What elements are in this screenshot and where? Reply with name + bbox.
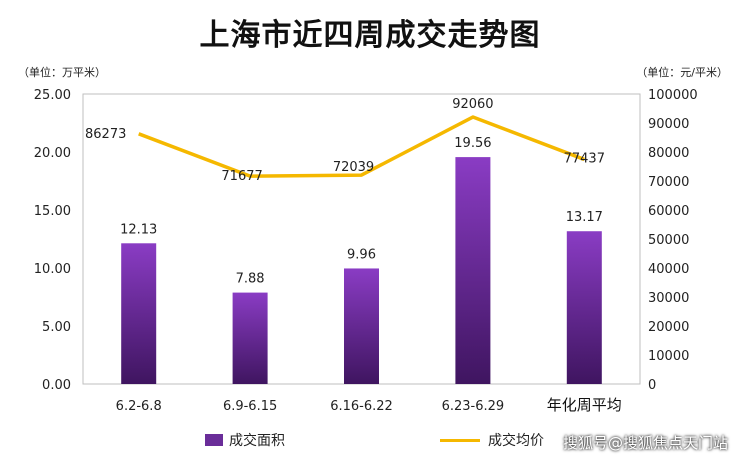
right-tick-label: 70000 (648, 175, 689, 190)
left-tick-label: 25.00 (34, 88, 71, 103)
area-bar (344, 268, 379, 384)
right-tick-label: 30000 (648, 291, 689, 306)
category-label: 6.16-6.22 (330, 399, 393, 414)
right-tick-label: 20000 (648, 320, 689, 335)
left-tick-label: 20.00 (34, 146, 71, 161)
category-label: 6.9-6.15 (223, 399, 277, 414)
area-bar (232, 292, 268, 384)
right-tick-label: 60000 (648, 204, 689, 219)
left-tick-label: 15.00 (34, 204, 71, 219)
area-bar (121, 243, 157, 384)
right-tick-label: 0 (648, 378, 656, 393)
right-tick-label: 80000 (648, 146, 689, 161)
chart-title: 上海市近四周成交走势图 (199, 18, 541, 53)
right-tick-label: 10000 (648, 349, 689, 364)
left-tick-label: 5.00 (42, 320, 71, 335)
legend-price-label: 成交均价 (488, 433, 544, 449)
right-tick-label: 90000 (648, 117, 689, 132)
price-value-label: 71677 (221, 169, 262, 184)
bar-value-label: 19.56 (454, 136, 491, 151)
price-value-label: 92060 (452, 97, 493, 112)
right-tick-label: 100000 (648, 88, 698, 103)
bar-value-label: 13.17 (566, 210, 603, 225)
watermark: 搜狐号@搜狐焦点天门站 (562, 434, 728, 452)
bar-value-label: 9.96 (347, 247, 376, 262)
right-axis-unit: （单位：元/平米） (636, 66, 728, 79)
price-value-label: 86273 (85, 127, 126, 142)
left-tick-label: 10.00 (34, 262, 71, 277)
category-label: 6.23-6.29 (442, 399, 505, 414)
price-value-label: 77437 (564, 151, 605, 166)
legend-item-area: 成交面积 (205, 430, 285, 450)
bar-value-label: 12.13 (120, 222, 157, 237)
price-line (138, 115, 585, 178)
legend-bar-swatch (205, 434, 223, 446)
legend-area-label: 成交面积 (229, 433, 285, 449)
category-label: 6.2-6.8 (116, 399, 162, 414)
price-value-label: 72039 (333, 160, 374, 175)
area-bar (455, 157, 491, 384)
left-axis-unit: （单位：万平米） (18, 66, 106, 79)
category-label: 年化周平均 (547, 396, 622, 414)
right-tick-label: 40000 (648, 262, 689, 277)
legend-line-swatch (440, 438, 480, 442)
left-tick-label: 0.00 (42, 378, 71, 393)
right-tick-label: 50000 (648, 233, 689, 248)
bar-value-label: 7.88 (236, 272, 265, 287)
legend-item-price: 成交均价 (440, 430, 544, 450)
area-bar (566, 231, 602, 384)
